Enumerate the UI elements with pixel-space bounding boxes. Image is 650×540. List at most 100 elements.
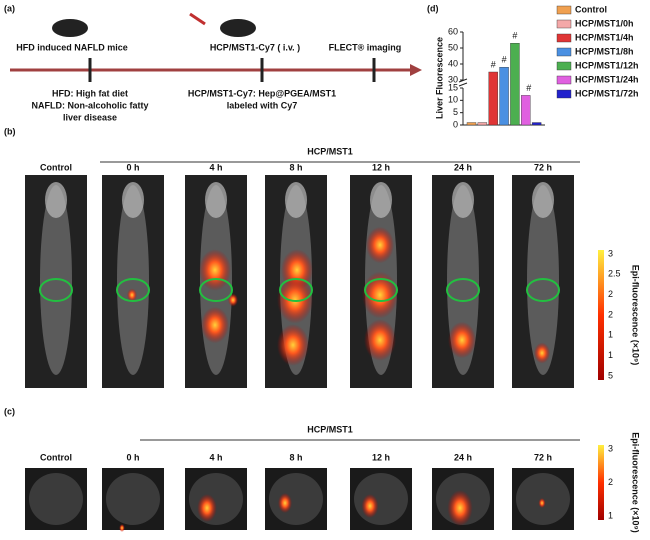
legend-label: HCP/MST1/4h xyxy=(575,32,634,42)
note: HFD: High fat diet xyxy=(52,88,128,98)
step: HFD induced NAFLD mice xyxy=(16,42,128,52)
section xyxy=(269,473,323,525)
column-label: 24 h xyxy=(454,162,472,172)
y-axis-title: Liver Fluorescence xyxy=(434,37,444,119)
legend-swatch xyxy=(556,75,572,85)
signal xyxy=(228,293,238,307)
legend-label: Control xyxy=(575,4,607,14)
legend-swatch xyxy=(556,33,572,43)
colorbar-title: Epi-fluorescence (×10⁹) xyxy=(631,432,641,533)
skull xyxy=(122,182,144,218)
syringe-icon xyxy=(189,12,206,26)
group-title: HCP/MST1 xyxy=(307,146,353,156)
signal xyxy=(197,494,217,522)
colorbar-label: 3 xyxy=(608,248,613,258)
section xyxy=(354,473,408,525)
column-label: 0 h xyxy=(126,162,139,172)
legend-label: HCP/MST1/72h xyxy=(575,88,639,98)
colorbar-label: 2 xyxy=(608,309,613,319)
legend-label: HCP/MST1/12h xyxy=(575,60,639,70)
liver-roi xyxy=(364,278,398,302)
column-label: 4 h xyxy=(209,452,222,462)
step: FLECT® imaging xyxy=(329,42,402,52)
signal xyxy=(362,271,398,319)
annotation: # xyxy=(502,55,507,65)
column-label: 12 h xyxy=(372,162,390,172)
signal xyxy=(538,498,546,508)
annotation: # xyxy=(491,59,496,69)
skull xyxy=(45,182,67,218)
group-title: HCP/MST1 xyxy=(307,424,353,434)
column-label: 0 h xyxy=(126,452,139,462)
signal xyxy=(199,249,231,291)
legend-swatch xyxy=(556,89,572,99)
arrow-head xyxy=(410,64,422,76)
colorbar-label: 2 xyxy=(608,477,613,487)
colorbar xyxy=(598,250,604,380)
column-label: 24 h xyxy=(454,452,472,462)
bar xyxy=(466,122,477,126)
column-label: 72 h xyxy=(534,452,552,462)
annotation: # xyxy=(526,83,531,93)
liver-roi xyxy=(39,278,73,302)
signal xyxy=(278,493,292,513)
panel-label: (b) xyxy=(4,126,16,136)
panel-label: (c) xyxy=(4,406,15,416)
panel-label: (d) xyxy=(427,3,439,13)
bar xyxy=(488,71,498,126)
note: NAFLD: Non-alcoholic fatty xyxy=(32,100,149,110)
y-tick-label: 30 xyxy=(448,74,458,84)
liver-roi xyxy=(116,278,150,302)
colorbar-label: 2.5 xyxy=(608,269,621,279)
legend-label: HCP/MST1/24h xyxy=(575,74,639,84)
signal xyxy=(119,524,125,532)
y-tick-label: 5 xyxy=(453,107,458,117)
legend-swatch xyxy=(556,61,572,71)
colorbar xyxy=(598,445,604,520)
signal xyxy=(277,324,309,366)
column-label: 8 h xyxy=(289,452,302,462)
step: HCP/MST1-Cy7 ( i.v. ) xyxy=(210,42,300,52)
signal xyxy=(364,319,396,361)
signal xyxy=(366,226,394,264)
liver-roi xyxy=(446,278,480,302)
note: HCP/MST1-Cy7: Hep@PGEA/MST1 xyxy=(188,88,336,98)
bar xyxy=(477,122,488,126)
colorbar-label: 1 xyxy=(608,330,613,340)
y-tick-label: 15 xyxy=(448,82,458,92)
column-label: Control xyxy=(40,162,72,172)
bar xyxy=(521,95,531,126)
section xyxy=(29,473,83,525)
column-label: 12 h xyxy=(372,452,390,462)
liver-roi xyxy=(526,278,560,302)
colorbar-label: 1 xyxy=(608,350,613,360)
y-tick-label: 40 xyxy=(448,58,458,68)
legend-swatch xyxy=(556,5,572,15)
note: liver disease xyxy=(63,112,117,122)
signal xyxy=(361,494,379,518)
skull xyxy=(370,182,392,218)
signal xyxy=(201,306,229,344)
colorbar-label: 3 xyxy=(608,443,613,453)
colorbar-label: 5 xyxy=(608,370,613,380)
y-tick-label: 10 xyxy=(448,95,458,105)
note: labeled with Cy7 xyxy=(227,100,298,110)
y-tick-label: 0 xyxy=(453,119,458,129)
column-label: 4 h xyxy=(209,162,222,172)
legend-swatch xyxy=(556,47,572,57)
signal xyxy=(127,288,137,302)
colorbar-label: 2 xyxy=(608,289,613,299)
skull xyxy=(285,182,307,218)
colorbar-title: Epi-fluorescence (×10⁹) xyxy=(631,265,641,366)
mouse-icon xyxy=(220,19,256,37)
column-label: Control xyxy=(40,452,72,462)
mouse-icon xyxy=(52,19,88,37)
liver-roi xyxy=(279,278,313,302)
y-tick-label: 60 xyxy=(448,26,458,36)
legend-label: HCP/MST1/0h xyxy=(575,18,634,28)
signal xyxy=(534,342,550,364)
bar xyxy=(510,43,520,126)
signal xyxy=(448,321,476,359)
liver-roi xyxy=(199,278,233,302)
